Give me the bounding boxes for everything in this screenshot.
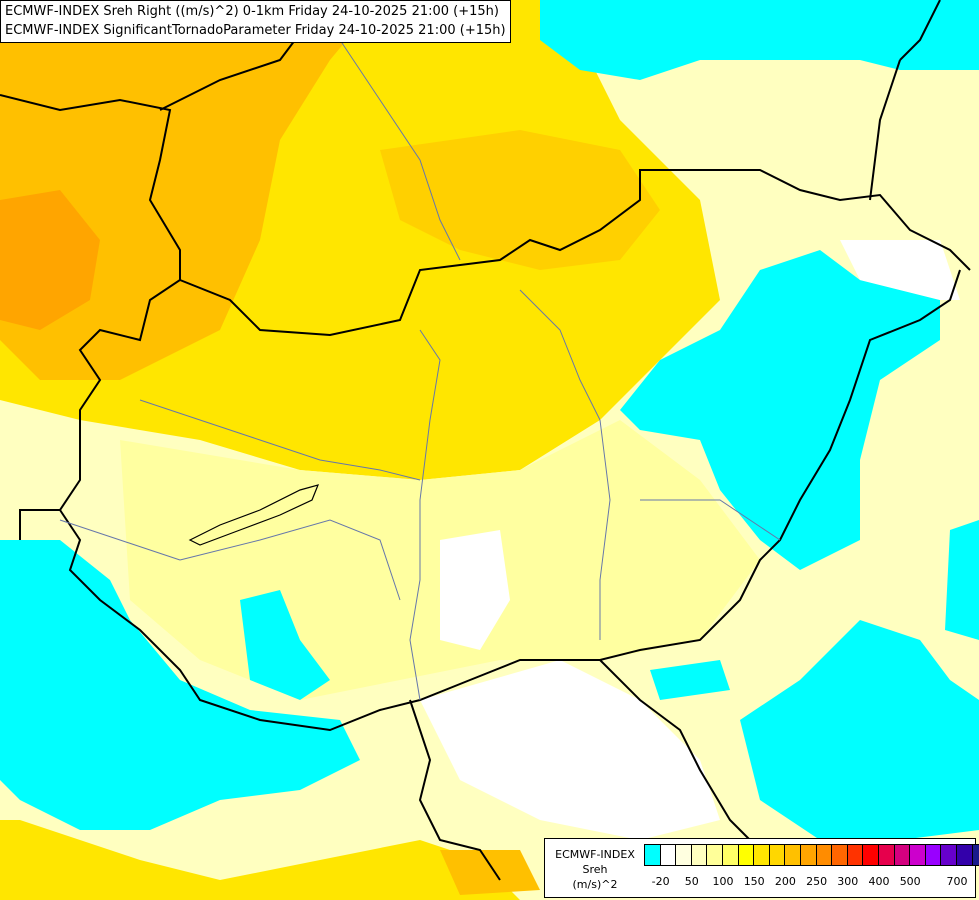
legend-swatch [831, 844, 849, 866]
legend-label: -20 [651, 875, 670, 888]
field-white-centre [440, 530, 510, 650]
header-title-line1: ECMWF-INDEX Sreh Right ((m/s)^2) 0-1km F… [5, 4, 499, 19]
legend-swatch [644, 844, 662, 866]
field-cyan-east [620, 250, 940, 570]
legend-title-line3: (m/s)^2 [572, 878, 618, 891]
field-cyan-south-small [650, 660, 730, 700]
legend-label: 400 [868, 875, 890, 888]
field-orange-south [440, 850, 540, 895]
field-yellow-southwest [0, 820, 520, 900]
legend-label: 300 [837, 875, 859, 888]
field-deep-orange-west [0, 190, 100, 330]
legend-swatch [940, 844, 958, 866]
legend-label: 50 [684, 875, 699, 888]
legend-title-line2: Sreh [582, 863, 608, 876]
legend-swatch [924, 844, 943, 866]
lake-balaton [188, 484, 320, 546]
legend-swatch [690, 844, 709, 866]
field-cyan-southeast [740, 620, 979, 840]
legend-swatch [909, 844, 927, 866]
legend-label: 500 [899, 875, 921, 888]
field-orange-west [0, 0, 380, 380]
legend-swatch [784, 844, 802, 866]
color-legend: ECMWF-INDEX Sreh (m/s)^2 -20 50 100 150 200 2… [544, 838, 979, 898]
legend-swatch [737, 844, 756, 866]
legend-swatch [800, 844, 818, 866]
legend-swatch [706, 844, 724, 866]
legend-label: 100 [712, 875, 734, 888]
field-cyan-east-edge [945, 520, 979, 640]
legend-label: 200 [774, 875, 796, 888]
field-cyan-mid [240, 590, 330, 700]
legend-swatch [675, 844, 693, 866]
legend-swatch [878, 844, 896, 866]
legend-swatch [846, 844, 865, 866]
legend-swatch [893, 844, 912, 866]
country-borders [0, 0, 971, 881]
legend-swatch [722, 844, 740, 866]
field-cyan-north [540, 0, 979, 80]
legend-title: ECMWF-INDEX Sreh (m/s)^2 [547, 847, 643, 892]
header-title-line2: ECMWF-INDEX SignificantTornadoParameter … [5, 23, 506, 38]
legend-swatch [753, 844, 771, 866]
legend-swatch [862, 844, 880, 866]
rivers [59, 39, 781, 701]
legend-swatch [659, 844, 678, 866]
legend-swatch [768, 844, 787, 866]
field-white-east [840, 240, 960, 300]
legend-swatch [815, 844, 834, 866]
legend-label: 150 [743, 875, 765, 888]
field-cyan-southwest [0, 540, 360, 830]
legend-swatch [956, 844, 974, 866]
legend-label: 250 [806, 875, 828, 888]
map-header: ECMWF-INDEX Sreh Right ((m/s)^2) 0-1km F… [0, 0, 511, 43]
legend-label: 700 [946, 875, 968, 888]
legend-title-line1: ECMWF-INDEX [555, 848, 635, 861]
legend-swatch [971, 844, 979, 866]
